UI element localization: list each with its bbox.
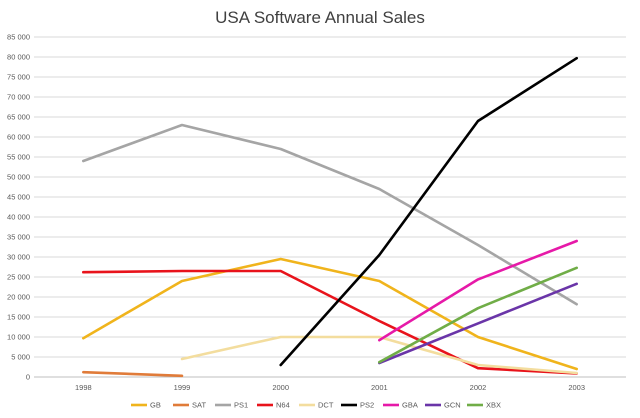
legend-label: SAT	[192, 401, 206, 410]
chart-title: USA Software Annual Sales	[215, 8, 425, 27]
series-ps2	[279, 56, 579, 367]
y-tick-label: 20 000	[7, 293, 30, 302]
series-line-gb	[82, 257, 579, 371]
legend-label: DCT	[318, 401, 334, 410]
legend-item-dct: DCT	[299, 401, 334, 410]
x-tick-label: 2000	[272, 383, 289, 392]
legend-item-xbx: XBX	[467, 401, 501, 410]
legend-item-ps1: PS1	[215, 401, 248, 410]
legend-label: XBX	[486, 401, 501, 410]
legend-label: PS2	[360, 401, 374, 410]
series-line-dct	[180, 335, 579, 375]
series-ps1	[82, 123, 579, 306]
y-tick-label: 10 000	[7, 333, 30, 342]
legend-item-ps2: PS2	[341, 401, 374, 410]
gridlines	[34, 36, 626, 378]
y-tick-label: 15 000	[7, 313, 30, 322]
series-gcn	[377, 282, 579, 365]
series-line-xbx	[377, 266, 579, 364]
y-tick-label: 55 000	[7, 153, 30, 162]
x-tick-label: 1998	[75, 383, 92, 392]
series-line-sat	[82, 370, 184, 378]
legend-label: PS1	[234, 401, 248, 410]
legend-label: GBA	[402, 401, 418, 410]
legend-label: GB	[150, 401, 161, 410]
x-axis-tick-labels: 1998 1999 2000 2001 2002 2003	[75, 383, 585, 392]
series-n64	[82, 269, 579, 375]
y-tick-label: 25 000	[7, 273, 30, 282]
y-tick-label: 0	[26, 373, 30, 382]
y-tick-label: 70 000	[7, 93, 30, 102]
y-tick-label: 50 000	[7, 173, 30, 182]
y-tick-label: 40 000	[7, 213, 30, 222]
y-tick-label: 5 000	[11, 353, 30, 362]
series-line-ps2	[279, 56, 579, 367]
y-axis-tick-labels: 0 5 000 10 000 15 000 20 000 25 000 30 000 35 0…	[7, 33, 30, 382]
series-line-gcn	[377, 282, 579, 365]
y-tick-label: 65 000	[7, 113, 30, 122]
y-tick-label: 60 000	[7, 133, 30, 142]
series-sat	[82, 370, 184, 378]
legend-item-gba: GBA	[383, 401, 418, 410]
x-tick-label: 2002	[470, 383, 487, 392]
y-tick-label: 30 000	[7, 253, 30, 262]
series-lines	[82, 56, 579, 378]
legend: GB SAT PS1 N64 DCT PS2 GBA GCN XBX	[131, 401, 501, 410]
legend-item-n64: N64	[257, 401, 290, 410]
series-dct	[180, 335, 579, 375]
x-tick-label: 2003	[568, 383, 585, 392]
legend-label: GCN	[444, 401, 461, 410]
x-tick-label: 1999	[174, 383, 191, 392]
legend-item-gcn: GCN	[425, 401, 461, 410]
legend-item-sat: SAT	[173, 401, 206, 410]
series-line-gba	[377, 239, 579, 342]
y-tick-label: 80 000	[7, 53, 30, 62]
legend-label: N64	[276, 401, 290, 410]
series-gb	[82, 257, 579, 371]
x-tick-label: 2001	[371, 383, 388, 392]
series-gba	[377, 239, 579, 342]
series-xbx	[377, 266, 579, 364]
series-line-ps1	[82, 123, 579, 306]
y-tick-label: 75 000	[7, 73, 30, 82]
series-line-n64	[82, 269, 579, 375]
y-tick-label: 45 000	[7, 193, 30, 202]
y-tick-label: 35 000	[7, 233, 30, 242]
legend-item-gb: GB	[131, 401, 161, 410]
y-tick-label: 85 000	[7, 33, 30, 42]
